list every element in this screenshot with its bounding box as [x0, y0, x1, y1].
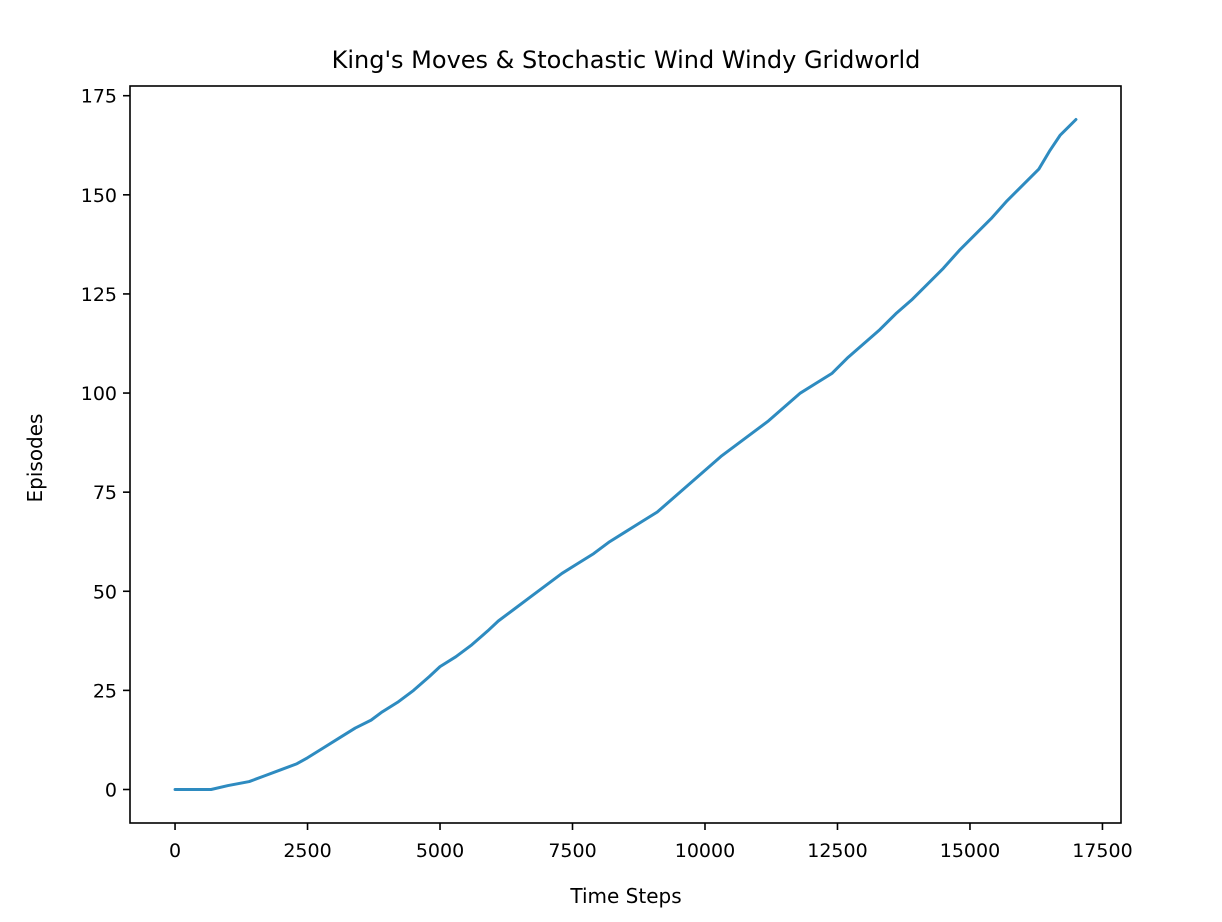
y-tick-label: 0: [105, 780, 117, 802]
x-tick-label: 7500: [548, 840, 596, 862]
series-line-0: [173, 118, 1078, 791]
x-tick-label: 0: [169, 840, 181, 862]
y-tick-label: 150: [81, 185, 117, 207]
y-axis-ticks: 0 25 50 75 100 125 150 175: [81, 86, 130, 802]
plot-area: [173, 118, 1078, 791]
y-tick-label: 175: [81, 86, 117, 108]
x-tick-label: 12500: [807, 840, 867, 862]
x-axis-ticks: 0 2500 5000 7500 10000 12500 15000 17500: [169, 823, 1133, 862]
x-tick-label: 2500: [283, 840, 331, 862]
x-tick-label: 5000: [416, 840, 464, 862]
x-tick-label: 10000: [675, 840, 735, 862]
y-tick-label: 25: [93, 680, 117, 702]
y-axis-label: Episodes: [23, 414, 47, 503]
y-tick-label: 50: [93, 581, 117, 603]
y-tick-label: 75: [93, 482, 117, 504]
y-tick-label: 100: [81, 383, 117, 405]
x-tick-label: 15000: [940, 840, 1000, 862]
x-tick-label: 17500: [1072, 840, 1132, 862]
chart-title: King's Moves & Stochastic Wind Windy Gri…: [332, 46, 921, 74]
x-axis-label: Time Steps: [569, 884, 681, 908]
axes-frame: [129, 85, 1122, 824]
y-tick-label: 125: [81, 284, 117, 306]
